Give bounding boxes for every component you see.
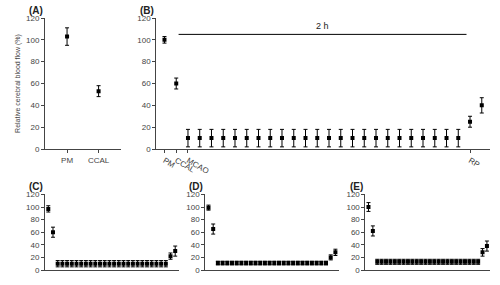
svg-text:40: 40 — [191, 241, 200, 250]
svg-text:100: 100 — [186, 203, 200, 212]
svg-text:0: 0 — [355, 266, 360, 275]
svg-text:60: 60 — [30, 79, 39, 88]
svg-text:120: 120 — [26, 190, 40, 199]
svg-text:120: 120 — [26, 14, 40, 23]
svg-text:CCAL: CCAL — [88, 156, 110, 165]
svg-text:(A): (A) — [29, 5, 43, 16]
svg-text:60: 60 — [191, 228, 200, 237]
svg-text:80: 80 — [191, 215, 200, 224]
svg-text:120: 120 — [137, 14, 151, 23]
svg-text:0: 0 — [35, 145, 40, 154]
svg-text:20: 20 — [351, 253, 360, 262]
svg-text:20: 20 — [191, 253, 200, 262]
svg-text:Relative cerebral blood flow (: Relative cerebral blood flow (%) — [14, 34, 22, 133]
svg-text:40: 40 — [30, 101, 39, 110]
svg-text:PM: PM — [61, 156, 73, 165]
svg-text:MCAO: MCAO — [185, 156, 210, 176]
svg-text:60: 60 — [30, 228, 39, 237]
svg-text:PM: PM — [161, 156, 176, 170]
svg-text:80: 80 — [30, 57, 39, 66]
svg-text:40: 40 — [142, 101, 151, 110]
svg-text:20: 20 — [30, 123, 39, 132]
svg-text:120: 120 — [346, 190, 360, 199]
svg-text:120: 120 — [186, 190, 200, 199]
svg-text:100: 100 — [26, 36, 40, 45]
svg-text:60: 60 — [142, 79, 151, 88]
svg-text:RP: RP — [467, 156, 481, 169]
svg-text:40: 40 — [30, 241, 39, 250]
svg-text:(C): (C) — [29, 181, 43, 192]
svg-text:40: 40 — [351, 241, 360, 250]
svg-text:60: 60 — [351, 228, 360, 237]
svg-text:20: 20 — [30, 253, 39, 262]
svg-text:80: 80 — [351, 215, 360, 224]
svg-text:80: 80 — [30, 215, 39, 224]
svg-text:(E): (E) — [350, 181, 363, 192]
svg-text:0: 0 — [195, 266, 200, 275]
svg-text:100: 100 — [26, 203, 40, 212]
svg-text:(B): (B) — [140, 5, 154, 16]
svg-text:(D): (D) — [189, 181, 203, 192]
svg-text:100: 100 — [137, 36, 151, 45]
svg-text:0: 0 — [35, 266, 40, 275]
svg-text:CCAL: CCAL — [173, 156, 196, 175]
svg-text:100: 100 — [346, 203, 360, 212]
svg-text:0: 0 — [146, 145, 151, 154]
svg-text:20: 20 — [142, 123, 151, 132]
svg-text:2 h: 2 h — [316, 21, 329, 31]
svg-text:80: 80 — [142, 57, 151, 66]
